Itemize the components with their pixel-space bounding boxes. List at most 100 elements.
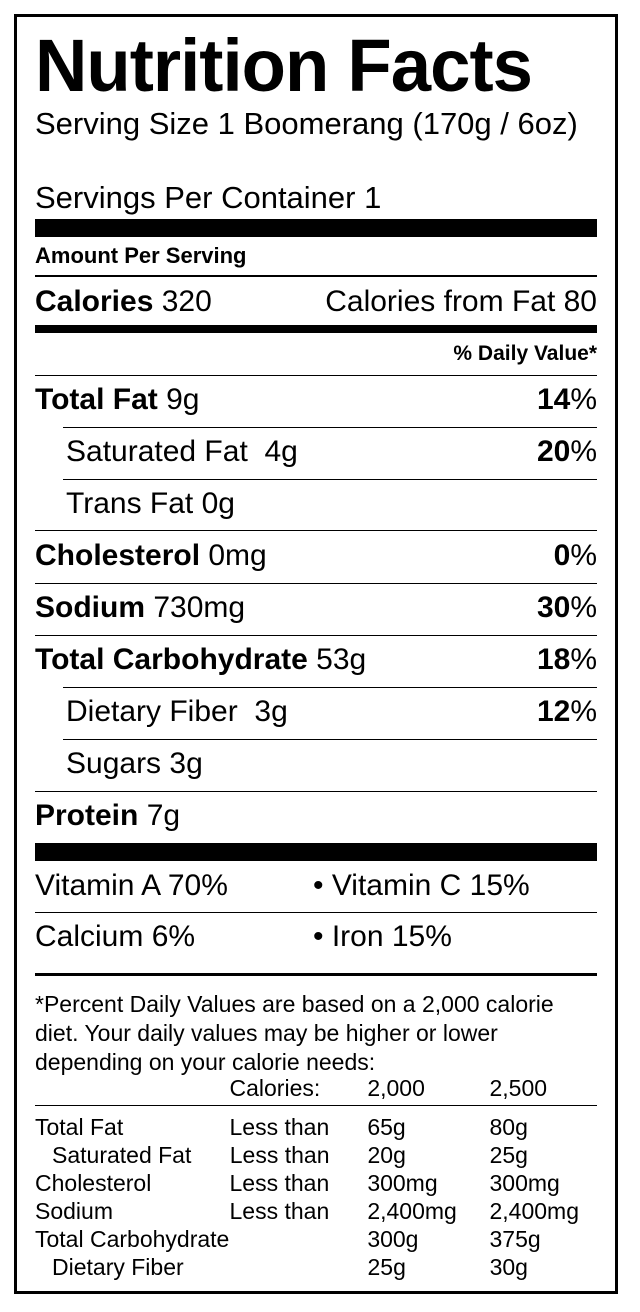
reference-table-header: Calories: 2,000 2,500 — [35, 1074, 597, 1102]
nutrient-dv: 0 — [553, 539, 571, 572]
percent-sign: % — [570, 695, 597, 728]
divider — [63, 427, 597, 428]
reference-table: Total Fat Less than 65g 80g Saturated Fa… — [35, 1113, 597, 1281]
nutrient-name: Dietary Fiber — [66, 695, 238, 728]
footnote: *Percent Daily Values are based on a 2,0… — [35, 991, 554, 1075]
percent-sign: % — [570, 539, 597, 572]
ref-header-cell: 2,000 — [367, 1075, 425, 1101]
table-cell: Saturated Fat — [52, 1142, 192, 1168]
table-cell: 375g — [489, 1226, 541, 1252]
nutrient-amount: 7g — [146, 799, 181, 832]
nutrient-amount: 53g — [316, 643, 367, 676]
nutrient-name: Protein — [35, 799, 139, 832]
nutrient-name: Saturated Fat — [66, 435, 248, 468]
calories-label: Calories — [35, 285, 154, 318]
servings-per-container: Servings Per Container 1 — [35, 180, 382, 215]
serving-size: Serving Size 1 Boomerang (170g / 6oz) — [35, 106, 578, 141]
label-title: Nutrition Facts — [35, 24, 533, 107]
thick-divider-top — [35, 219, 597, 237]
nutrient-dv: 18 — [536, 643, 571, 676]
nutrient-dv: 14 — [536, 383, 571, 416]
divider — [35, 375, 597, 376]
calories-value: 320 — [161, 285, 212, 318]
table-cell: Total Fat — [35, 1114, 124, 1140]
nutrient-row-protein: Protein 7g — [35, 799, 597, 833]
amount-per-serving: Amount Per Serving — [35, 243, 247, 268]
table-row: Total Carbohydrate 300g 375g — [35, 1225, 597, 1253]
table-cell: 20g — [367, 1142, 406, 1168]
calories-from-fat: Calories from Fat 80 — [325, 285, 597, 318]
table-cell: Sodium — [35, 1198, 113, 1224]
table-cell: 300g — [367, 1226, 419, 1252]
table-cell: 80g — [489, 1114, 528, 1140]
nutrient-amount: 4g — [264, 435, 298, 468]
nutrition-facts-label: Nutrition Facts Serving Size 1 Boomerang… — [14, 14, 618, 1294]
nutrient-name: Sugars — [66, 747, 162, 780]
nutrient-row-cholesterol: Cholesterol 0mg 0% — [35, 539, 597, 573]
nutrient-row-total-fat: Total Fat 9g 14% — [35, 383, 597, 417]
divider — [35, 791, 597, 792]
table-cell: Less than — [229, 1170, 330, 1196]
table-cell: Less than — [229, 1198, 330, 1224]
table-cell: Less than — [229, 1114, 330, 1140]
daily-value-header-text: % Daily Value* — [453, 342, 597, 365]
nutrient-row-total-carbohydrate: Total Carbohydrate 53g 18% — [35, 643, 597, 677]
divider — [35, 973, 597, 976]
nutrient-amount: 3g — [169, 747, 203, 780]
vitamin-row: Calcium 6% • Iron 15% — [35, 920, 597, 954]
table-cell: 300mg — [489, 1170, 560, 1196]
table-row: Cholesterol Less than 300mg 300mg — [35, 1169, 597, 1197]
table-cell: 30g — [489, 1254, 528, 1280]
nutrient-name: Trans Fat — [66, 487, 194, 520]
table-cell: 25g — [489, 1142, 528, 1168]
nutrient-row-sugars: Sugars 3g — [35, 747, 597, 781]
nutrient-amount: 9g — [166, 383, 200, 416]
ref-header-cell: 2,500 — [489, 1075, 548, 1101]
table-row: Sodium Less than 2,400mg 2,400mg — [35, 1197, 597, 1225]
nutrient-dv: 12 — [536, 695, 571, 728]
medium-divider — [35, 325, 597, 333]
nutrient-row-trans-fat: Trans Fat 0g — [35, 487, 597, 521]
divider — [35, 912, 597, 913]
percent-sign: % — [570, 591, 597, 624]
divider — [35, 1105, 597, 1106]
divider — [63, 687, 597, 688]
nutrient-name: Total Carbohydrate — [35, 643, 308, 676]
divider — [35, 275, 597, 277]
percent-sign: % — [570, 383, 597, 416]
table-cell — [230, 1225, 368, 1253]
table-row: Total Fat Less than 65g 80g — [35, 1113, 597, 1141]
table-cell: Total Carbohydrate — [35, 1226, 230, 1252]
percent-sign: % — [570, 435, 597, 468]
nutrient-name: Total Fat — [35, 383, 158, 416]
vitamin-left: Calcium 6% — [35, 920, 196, 953]
divider — [35, 583, 597, 584]
table-cell: Dietary Fiber — [52, 1254, 184, 1280]
thick-divider-vitamins — [35, 843, 597, 861]
nutrient-amount: 0g — [201, 487, 235, 520]
nutrient-dv: 30 — [536, 591, 571, 624]
table-cell: Less than — [229, 1142, 330, 1168]
table-cell: 25g — [367, 1254, 406, 1280]
nutrient-amount: 0mg — [208, 539, 267, 572]
vitamin-left: Vitamin A 70% — [35, 869, 228, 902]
vitamin-right: • Iron 15% — [313, 920, 452, 953]
nutrient-amount: 730mg — [153, 591, 246, 624]
nutrient-name: Sodium — [35, 591, 145, 624]
ref-header-cell: Calories: — [229, 1075, 321, 1101]
vitamin-right: • Vitamin C 15% — [313, 869, 530, 902]
nutrient-row-sodium: Sodium 730mg 30% — [35, 591, 597, 625]
table-cell: 65g — [367, 1114, 406, 1140]
table-row: Saturated Fat Less than 20g 25g — [35, 1141, 597, 1169]
table-cell: 2,400mg — [367, 1198, 457, 1224]
daily-value-header: % Daily Value* — [35, 342, 597, 366]
divider — [35, 635, 597, 636]
table-cell: Cholesterol — [35, 1170, 152, 1196]
nutrient-name: Cholesterol — [35, 539, 201, 572]
calories-row: Calories 320 Calories from Fat 80 — [35, 285, 597, 319]
divider — [63, 479, 597, 480]
vitamin-row: Vitamin A 70% • Vitamin C 15% — [35, 869, 597, 903]
nutrient-amount: 3g — [254, 695, 288, 728]
table-cell: 300mg — [367, 1170, 438, 1196]
percent-sign: % — [570, 643, 597, 676]
